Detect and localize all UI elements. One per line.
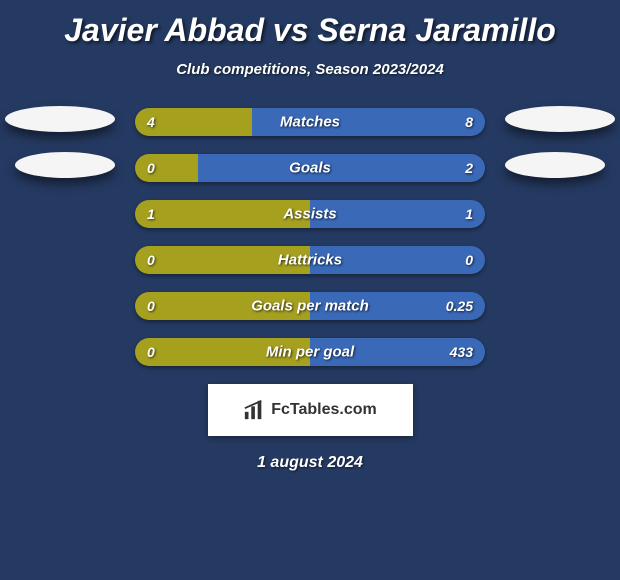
stat-value-right: 2 — [465, 160, 473, 176]
stat-bar-right — [198, 154, 485, 182]
stat-label: Goals per match — [251, 298, 369, 315]
stat-label: Matches — [280, 114, 340, 131]
stat-value-left: 1 — [147, 206, 155, 222]
stat-value-left: 0 — [147, 298, 155, 314]
stat-label: Goals — [289, 160, 331, 177]
stat-row: Matches 4 8 — [135, 108, 485, 136]
comparison-container: Javier Abbad vs Serna Jaramillo Club com… — [0, 0, 620, 580]
stat-value-left: 0 — [147, 252, 155, 268]
stat-label: Assists — [283, 206, 336, 223]
stat-bars: Matches48Goals02Assists11Hattricks00Goal… — [135, 108, 485, 366]
subtitle: Club competitions, Season 2023/2024 — [0, 61, 620, 78]
branding-icon — [243, 399, 265, 421]
stat-value-right: 0 — [465, 252, 473, 268]
page-title: Javier Abbad vs Serna Jaramillo — [0, 0, 620, 49]
stat-value-right: 433 — [450, 344, 473, 360]
stat-label: Min per goal — [266, 344, 354, 361]
branding-box: FcTables.com — [208, 384, 413, 436]
stat-row: Goals 0 2 — [135, 154, 485, 182]
stats-area: Matches48Goals02Assists11Hattricks00Goal… — [0, 108, 620, 366]
stat-bar-left — [135, 154, 198, 182]
stat-value-right: 0.25 — [446, 298, 473, 314]
stat-row: Hattricks 0 0 — [135, 246, 485, 274]
stat-label: Hattricks — [278, 252, 342, 269]
stat-value-left: 0 — [147, 344, 155, 360]
team-badge-left-2 — [15, 152, 115, 178]
date-text: 1 august 2024 — [0, 454, 620, 472]
team-badge-right-1 — [505, 106, 615, 132]
stat-row: Assists 1 1 — [135, 200, 485, 228]
stat-row: Goals per match 0 0.25 — [135, 292, 485, 320]
stat-value-left: 4 — [147, 114, 155, 130]
stat-value-left: 0 — [147, 160, 155, 176]
branding-text: FcTables.com — [271, 401, 377, 419]
team-badge-left-1 — [5, 106, 115, 132]
stat-value-right: 1 — [465, 206, 473, 222]
stat-value-right: 8 — [465, 114, 473, 130]
team-badge-right-2 — [505, 152, 605, 178]
stat-row: Min per goal 0 433 — [135, 338, 485, 366]
